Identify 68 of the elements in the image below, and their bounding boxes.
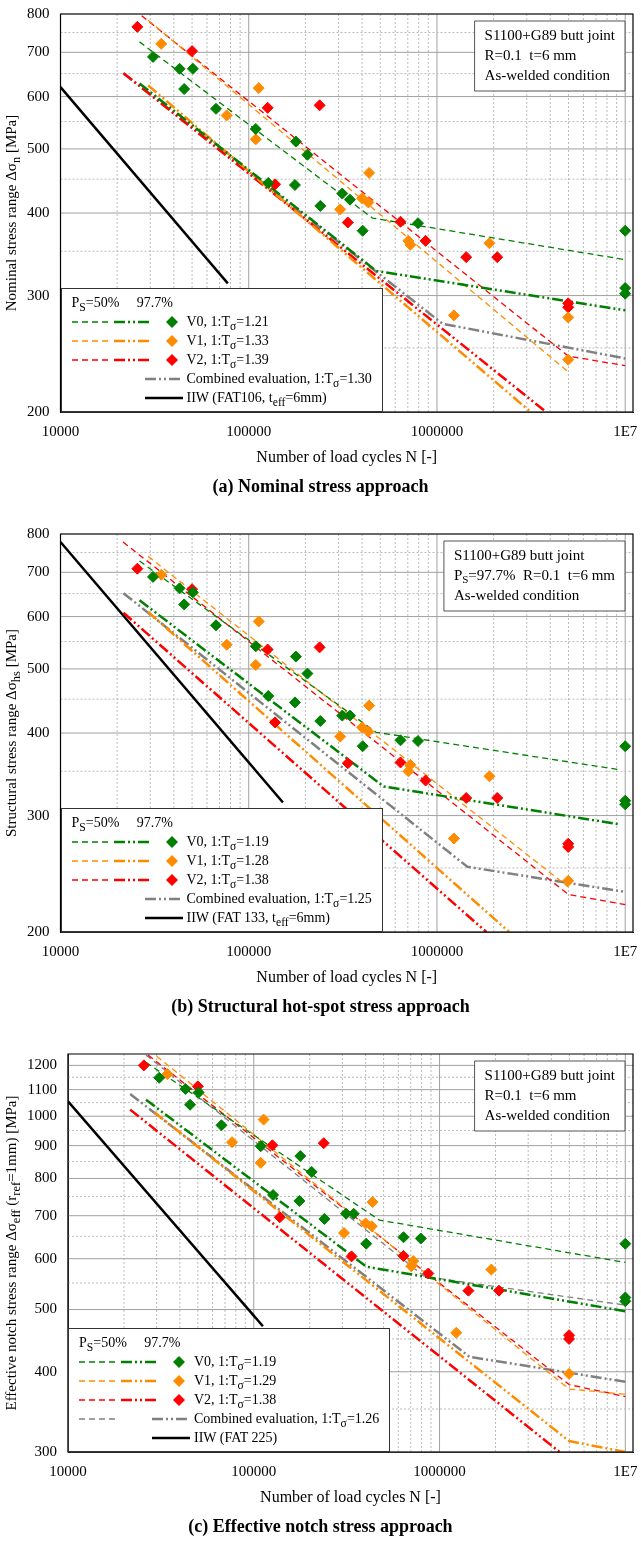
- x-tick-label: 100000: [231, 1462, 277, 1479]
- text: (b) Structural hot-spot stress approach: [170, 996, 471, 1017]
- y-tick-label: 400: [34, 1362, 57, 1379]
- legend-label: IIW (FAT 133, t$_{eff}$=6mm): [186, 910, 331, 929]
- legend-label: V2, 1:T$_{σ}$=1.39: [186, 352, 269, 371]
- x-tick-label: 10000: [49, 1462, 87, 1479]
- legend-label: V0, 1:T$_{σ}$=1.21: [186, 314, 269, 333]
- y-tick-label: 700: [27, 43, 50, 60]
- x-tick-label: 1E7: [613, 422, 638, 439]
- x-axis-title: Number of load cycles N [-]: [256, 968, 438, 987]
- legend-label: V2, 1:T$_{σ}$=1.38: [194, 1392, 277, 1411]
- x-tick-label: 10000: [41, 422, 80, 439]
- legend-label: V1, 1:T$_{σ}$=1.33: [186, 333, 269, 352]
- annotation: As-welded condition: [453, 586, 580, 603]
- x-tick-label: 1E7: [613, 1462, 638, 1479]
- y-tick-label: 600: [27, 87, 50, 104]
- legend-label: IIW (FAT106, t$_{eff}$=6mm): [186, 390, 327, 409]
- x-tick-label: 10000: [41, 942, 80, 959]
- y-tick-label: 800: [27, 4, 50, 21]
- x-tick-label: 100000: [226, 942, 272, 959]
- y-tick-label: 500: [27, 139, 50, 156]
- y-tick-label: 500: [27, 659, 50, 676]
- annotation: As-welded condition: [484, 66, 611, 83]
- y-tick-label: 800: [34, 1169, 57, 1186]
- legend-label: V0, 1:T$_{σ}$=1.19: [194, 1354, 277, 1373]
- legend-label: V1, 1:T$_{σ}$=1.29: [194, 1373, 277, 1392]
- y-tick-label: 700: [27, 563, 50, 580]
- y-tick-label: 1000: [27, 1107, 57, 1124]
- y-tick-label: 400: [27, 723, 50, 740]
- y-tick-label: 200: [27, 922, 50, 939]
- y-tick-label: 1200: [27, 1056, 57, 1073]
- y-tick-label: 300: [27, 286, 50, 303]
- x-tick-label: 1E7: [613, 942, 638, 959]
- legend-label: V2, 1:T$_{σ}$=1.38: [186, 872, 269, 891]
- y-tick-label: 300: [34, 1442, 57, 1459]
- legend-label: Combined evaluation, 1:T$_{σ}$=1.25: [186, 891, 372, 910]
- annotation: S1100+G89 butt joint: [453, 546, 586, 563]
- legend-title: P$_{S}$=50% 97.7%: [78, 1334, 182, 1354]
- legend-label: IIW (FAT 225): [194, 1430, 278, 1445]
- y-tick-label: 400: [27, 203, 50, 220]
- x-axis-title: Number of load cycles N [-]: [260, 1488, 441, 1507]
- annotation: R=0.1 t=6 mm: [484, 1086, 577, 1103]
- y-tick-label: 700: [34, 1206, 57, 1223]
- text: (c) Effective notch stress approach: [187, 1516, 454, 1537]
- x-tick-label: 1000000: [410, 942, 464, 959]
- x-tick-label: 100000: [226, 422, 272, 439]
- legend-label: V0, 1:T$_{σ}$=1.19: [186, 834, 269, 853]
- y-tick-label: 600: [34, 1249, 57, 1266]
- legend-label: Combined evaluation, 1:T$_{σ}$=1.26: [194, 1411, 380, 1430]
- text: (a) Nominal stress approach: [211, 476, 430, 497]
- y-tick-label: 300: [27, 806, 50, 823]
- x-tick-label: 1000000: [410, 422, 464, 439]
- legend-title: P$_{S}$=50% 97.7%: [70, 294, 174, 314]
- legend-label: V1, 1:T$_{σ}$=1.28: [186, 853, 269, 872]
- y-tick-label: 900: [34, 1136, 57, 1153]
- annotation: S1100+G89 butt joint: [484, 1066, 616, 1083]
- y-tick-label: 600: [27, 607, 50, 624]
- y-tick-label: 200: [27, 402, 50, 419]
- y-tick-label: 800: [27, 524, 50, 541]
- annotation: As-welded condition: [484, 1106, 611, 1123]
- annotation: S1100+G89 butt joint: [484, 26, 616, 43]
- y-tick-label: 1100: [27, 1080, 57, 1097]
- legend-label: Combined evaluation, 1:T$_{σ}$=1.30: [186, 371, 372, 390]
- y-tick-label: 500: [34, 1300, 57, 1317]
- legend-title: P$_{S}$=50% 97.7%: [70, 814, 174, 834]
- x-tick-label: 1000000: [413, 1462, 466, 1479]
- annotation: R=0.1 t=6 mm: [484, 46, 577, 63]
- x-axis-title: Number of load cycles N [-]: [256, 448, 438, 467]
